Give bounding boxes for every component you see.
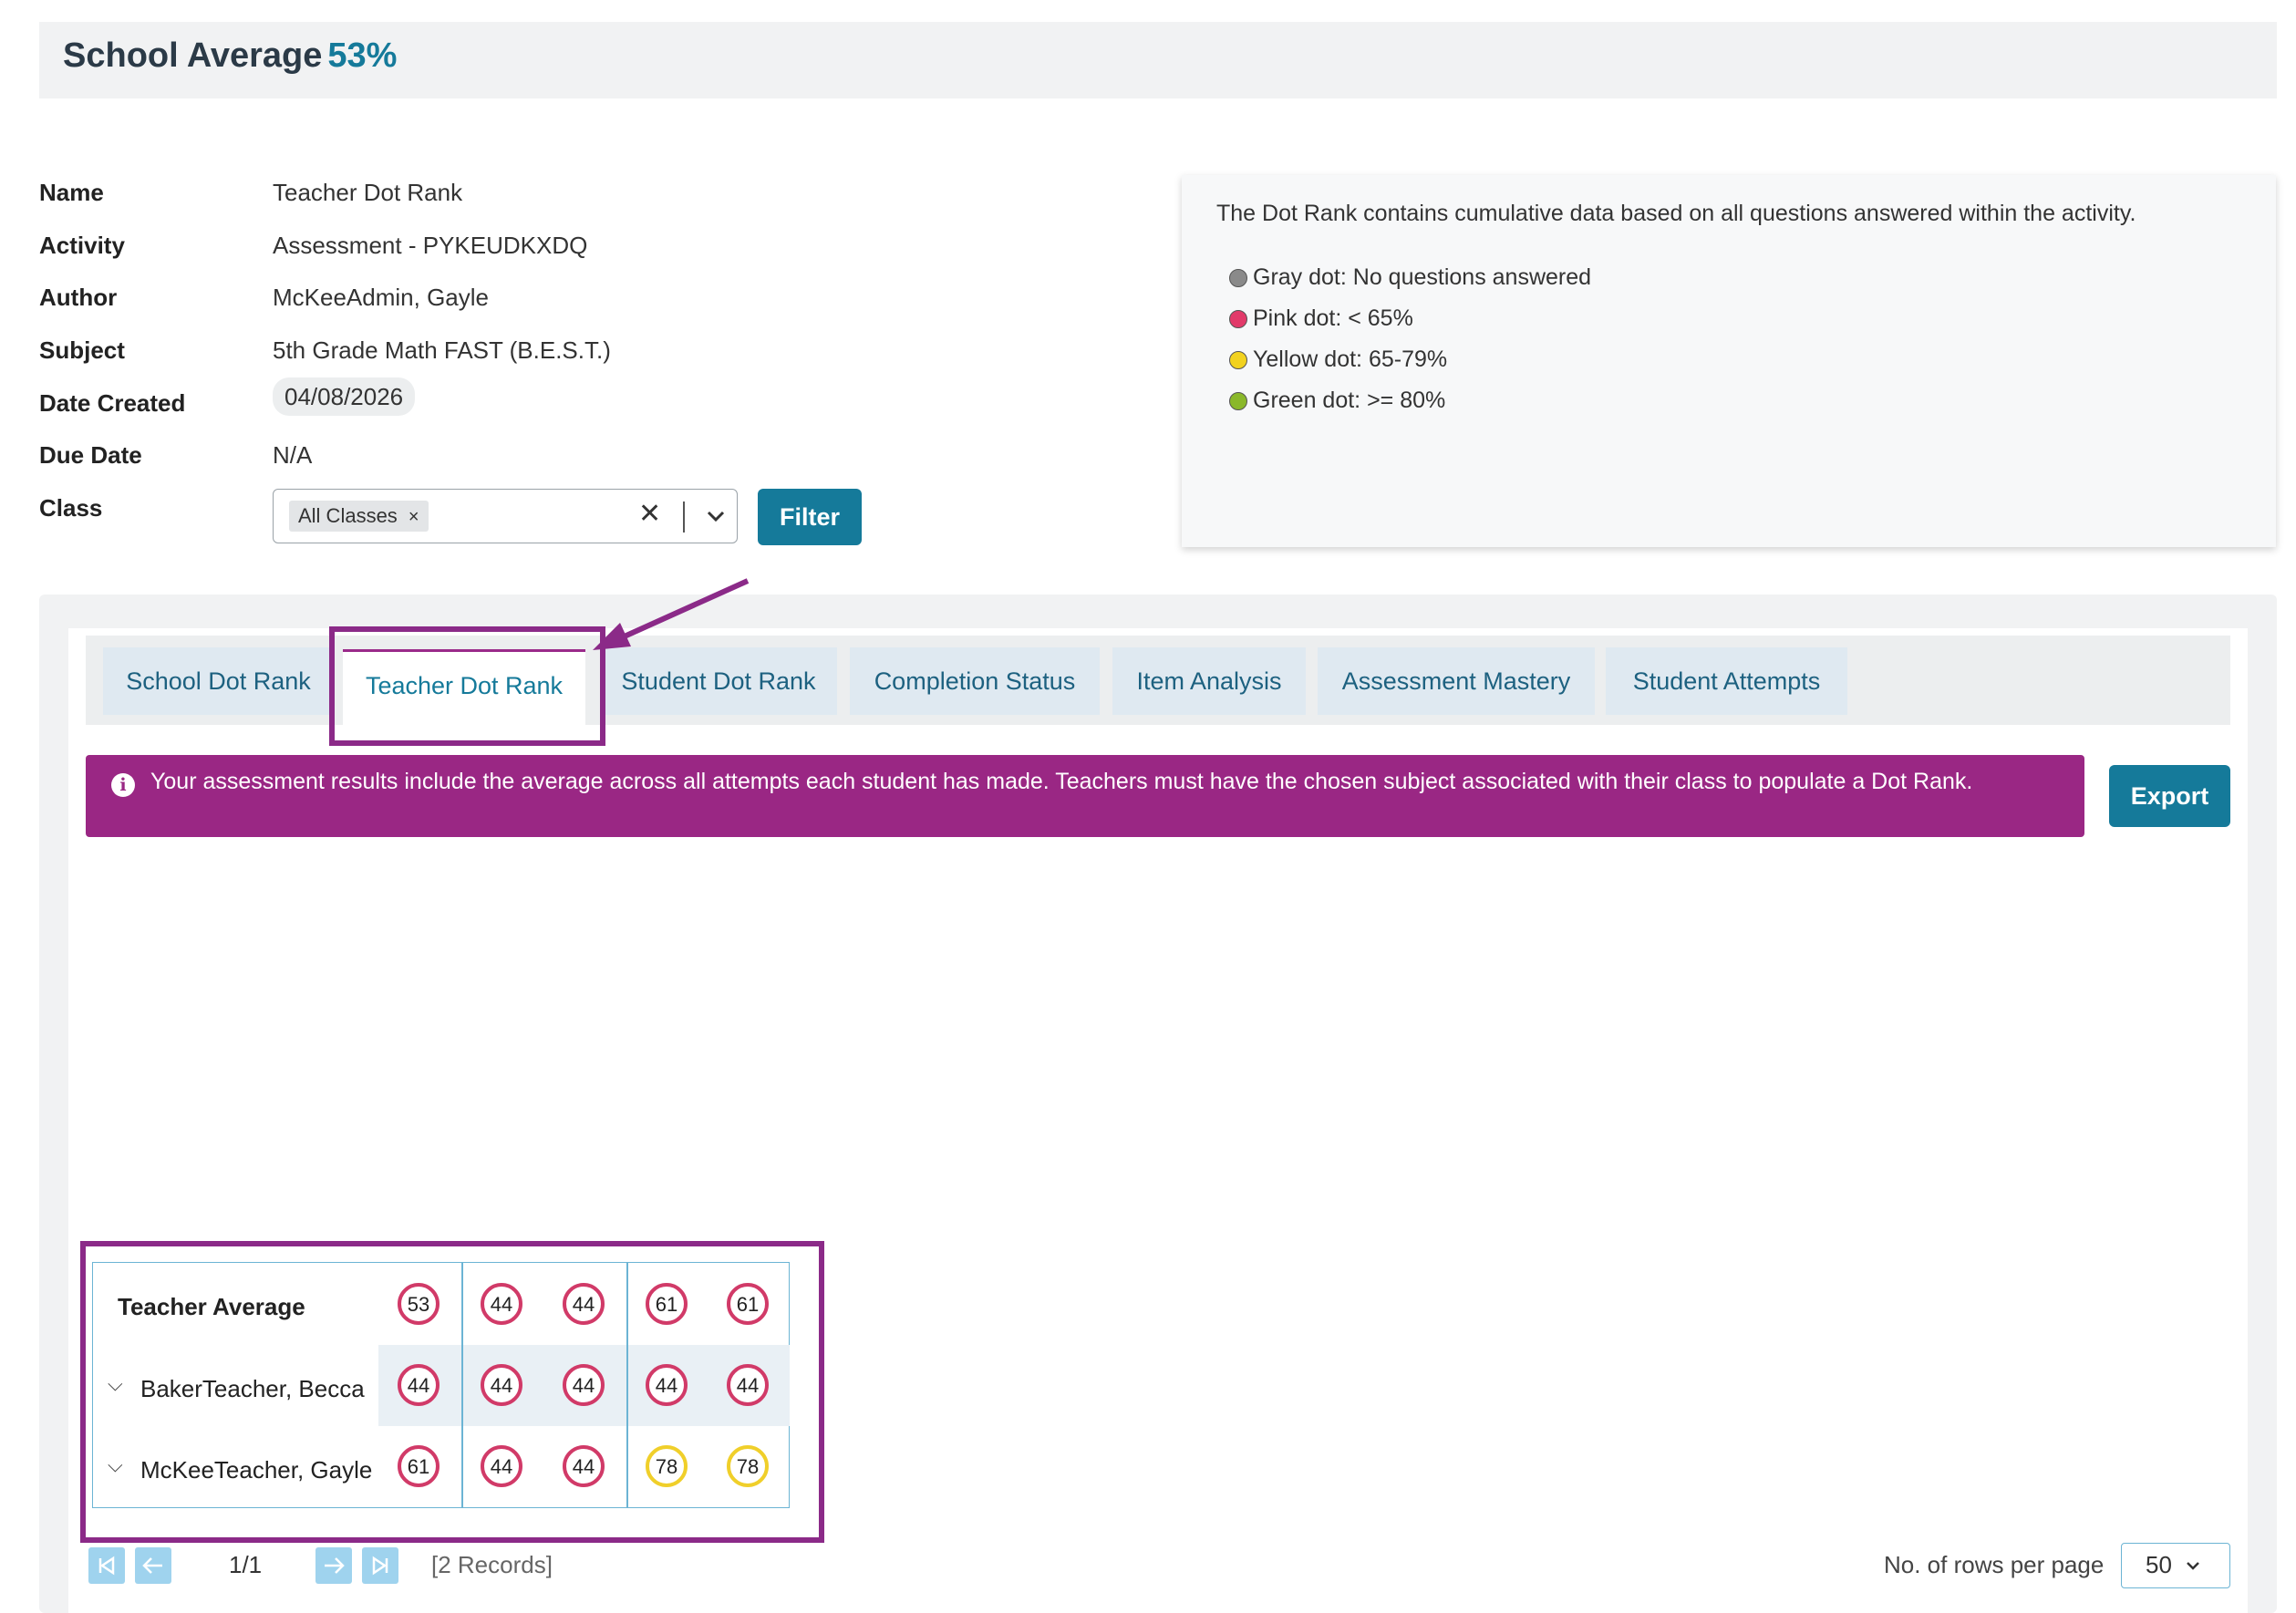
previous-page-button[interactable] (135, 1547, 171, 1584)
info-icon: i (111, 773, 135, 797)
rows-per-page-label: No. of rows per page (1884, 1551, 2105, 1578)
class-select[interactable]: All Classes × ✕ (273, 489, 738, 543)
legend-item-label: Pink dot: < 65% (1253, 305, 1413, 331)
info-alert: i Your assessment results include the av… (86, 755, 2084, 837)
first-page-button[interactable] (88, 1547, 125, 1584)
due-date-value: N/A (273, 441, 313, 469)
alert-text: Your assessment results include the aver… (150, 769, 1973, 794)
annotation-arrow (593, 578, 750, 650)
select-divider (683, 501, 685, 532)
tab-student-attempts[interactable]: Student Attempts (1606, 647, 1847, 715)
score-dot: 44 (398, 1364, 440, 1406)
score-dot: 61 (398, 1445, 440, 1487)
chevron-down-icon[interactable]: ⌵ (108, 1372, 123, 1395)
chevron-down-icon[interactable]: ⌵ (108, 1453, 123, 1476)
rows-per-page-value: 50 (2146, 1551, 2172, 1578)
chip-remove-icon[interactable]: × (408, 507, 419, 527)
score-dot: 44 (481, 1364, 522, 1406)
name-value: Teacher Dot Rank (273, 179, 463, 206)
legend-item-label: Gray dot: No questions answered (1253, 264, 1592, 290)
last-page-button[interactable] (362, 1547, 398, 1584)
rows-per-page-select[interactable]: 50 (2121, 1543, 2230, 1588)
subject-label: Subject (39, 336, 125, 364)
legend-item-label: Green dot: >= 80% (1253, 388, 1446, 413)
tab-school-dot-rank[interactable]: School Dot Rank (103, 647, 334, 715)
dot-rank-legend: The Dot Rank contains cumulative data ba… (1182, 175, 2276, 547)
date-created-pill: 04/08/2026 (273, 377, 416, 416)
score-dot: 44 (481, 1283, 522, 1325)
score-dot: 44 (563, 1283, 605, 1325)
pink-dot-icon (1229, 310, 1247, 328)
legend-item-green: Green dot: >= 80% (1229, 388, 1445, 414)
tab-completion-status[interactable]: Completion Status (850, 647, 1100, 715)
gray-dot-icon (1229, 269, 1247, 287)
score-dot: 53 (398, 1283, 440, 1325)
header-bar (39, 22, 2277, 98)
date-created-label: Date Created (39, 389, 186, 417)
score-dot: 44 (727, 1364, 769, 1406)
last-page-icon (372, 1556, 388, 1576)
school-average-value: 53% (327, 36, 398, 75)
arrow-right-icon (325, 1557, 345, 1574)
tab-teacher-dot-rank[interactable]: Teacher Dot Rank (343, 649, 585, 727)
teacher-row-label[interactable]: BakerTeacher, Becca (140, 1375, 365, 1402)
score-dot: 78 (646, 1445, 688, 1487)
page-indicator: 1/1 (229, 1551, 263, 1578)
activity-value: Assessment - PYKEUDKXDQ (273, 232, 588, 259)
subject-value: 5th Grade Math FAST (B.E.S.T.) (273, 336, 611, 364)
arrow-left-icon (142, 1557, 162, 1574)
score-dot: 44 (481, 1445, 522, 1487)
tab-item-analysis[interactable]: Item Analysis (1112, 647, 1306, 715)
table-highlight-annotation (80, 1241, 824, 1543)
legend-item-gray: Gray dot: No questions answered (1229, 264, 1591, 291)
author-label: Author (39, 284, 118, 311)
date-created-value: 04/08/2026 (273, 377, 416, 416)
page-title: School Average 53% (63, 36, 397, 76)
clear-selection-icon[interactable]: ✕ (638, 499, 662, 529)
records-count: [2 Records] (431, 1551, 553, 1578)
tab-highlight-annotation (329, 626, 605, 746)
export-button[interactable]: Export (2109, 765, 2230, 827)
score-dot: 44 (646, 1364, 688, 1406)
next-page-button[interactable] (315, 1547, 352, 1584)
legend-item-yellow: Yellow dot: 65-79% (1229, 346, 1447, 373)
chevron-down-icon (2187, 1562, 2200, 1570)
score-dot: 61 (646, 1283, 688, 1325)
legend-description: The Dot Rank contains cumulative data ba… (1216, 201, 2136, 226)
column-divider (461, 1263, 463, 1507)
column-divider (626, 1263, 628, 1507)
green-dot-icon (1229, 392, 1247, 410)
filter-button[interactable]: Filter (758, 489, 862, 545)
teacher-average-label: Teacher Average (118, 1293, 305, 1320)
class-chip: All Classes × (289, 501, 429, 532)
due-date-label: Due Date (39, 441, 142, 469)
class-chip-label: All Classes (298, 504, 398, 527)
first-page-icon (98, 1556, 115, 1576)
name-label: Name (39, 179, 104, 206)
chevron-down-icon[interactable] (702, 502, 729, 530)
page-title-text: School Average (63, 36, 323, 75)
legend-item-label: Yellow dot: 65-79% (1253, 346, 1448, 372)
tab-assessment-mastery[interactable]: Assessment Mastery (1318, 647, 1595, 715)
yellow-dot-icon (1229, 351, 1247, 369)
score-dot: 44 (563, 1364, 605, 1406)
score-dot: 78 (727, 1445, 769, 1487)
teacher-row-label[interactable]: McKeeTeacher, Gayle (140, 1456, 373, 1484)
legend-item-pink: Pink dot: < 65% (1229, 305, 1413, 332)
score-dot: 44 (563, 1445, 605, 1487)
score-dot: 61 (727, 1283, 769, 1325)
tab-student-dot-rank[interactable]: Student Dot Rank (600, 647, 837, 715)
class-label: Class (39, 494, 103, 522)
activity-label: Activity (39, 232, 125, 259)
author-value: McKeeAdmin, Gayle (273, 284, 489, 311)
